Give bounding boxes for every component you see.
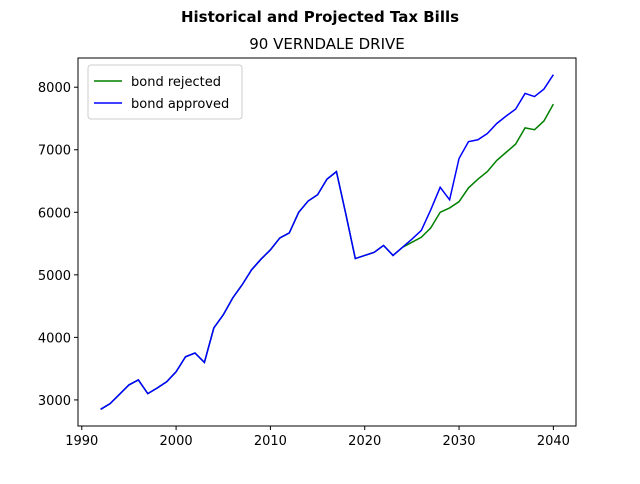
y-tick-label: 5000: [38, 269, 71, 284]
line-series: [100, 103, 555, 410]
x-tick-label: 1990: [65, 434, 98, 449]
legend-label: bond rejected: [131, 75, 221, 90]
x-tick-label: 2010: [254, 434, 287, 449]
y-tick-label: 7000: [38, 144, 71, 159]
y-tick-label: 4000: [38, 331, 71, 346]
legend-box: [87, 64, 243, 120]
y-tick-label: 8000: [38, 81, 71, 96]
plot-frame: [77, 57, 577, 427]
chart-subtitle: 90 VERNDALE DRIVE: [249, 35, 405, 53]
x-tick-label: 2030: [442, 434, 475, 449]
y-tick-label: 3000: [38, 394, 71, 409]
line-series: [100, 74, 554, 410]
x-tick-label: 2000: [160, 434, 193, 449]
legend-label: bond approved: [131, 97, 229, 112]
y-tick-label: 6000: [38, 206, 71, 221]
x-tick-label: 2020: [348, 434, 381, 449]
chart-title: Historical and Projected Tax Bills: [181, 8, 459, 26]
x-tick-label: 2040: [537, 434, 570, 449]
